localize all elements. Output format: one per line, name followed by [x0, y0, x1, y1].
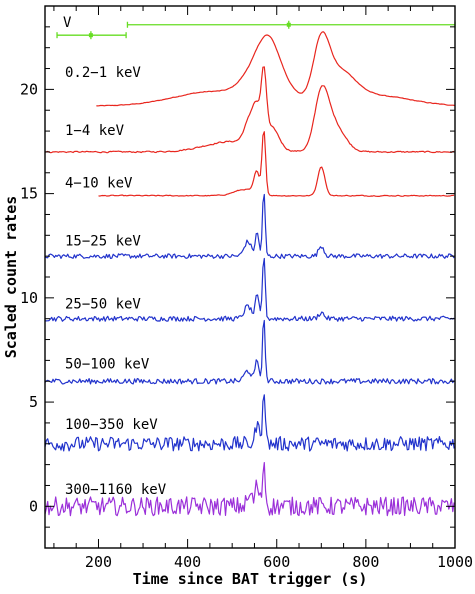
series-line-7: [44, 462, 455, 517]
band-label-2: 4−10 keV: [65, 175, 133, 191]
band-label-7: 300−1160 keV: [65, 482, 167, 498]
plot-frame: [44, 5, 456, 549]
band-label-3: 15−25 keV: [65, 234, 141, 250]
band-label-5: 50−100 keV: [65, 357, 150, 373]
y-tick-label: 15: [20, 185, 38, 203]
x-axis-label: Time since BAT trigger (s): [133, 570, 368, 588]
y-tick-label: 20: [20, 80, 38, 98]
series-line-3: [44, 193, 455, 259]
y-axis-label: Scaled count rates: [2, 196, 20, 359]
band-labels: 0.2−1 keV 1−4 keV 4−10 keV 15−25 keV 25−50 k…: [65, 65, 167, 498]
series-line-1: [44, 66, 455, 154]
band-label-1: 1−4 keV: [65, 123, 125, 139]
uvot-point-0: [88, 33, 93, 38]
x-tick-label: 1000: [437, 553, 473, 571]
band-label-4: 25−50 keV: [65, 296, 141, 312]
x-tick-label: 800: [352, 553, 379, 571]
uvot-points: V: [56, 15, 456, 40]
x-tick-label: 600: [263, 553, 290, 571]
series-line-0: [96, 31, 455, 107]
series-layer: [44, 31, 455, 517]
band-label-0: 0.2−1 keV: [65, 65, 141, 81]
y-tick-label: 10: [20, 289, 38, 307]
x-tick-label: 400: [174, 553, 201, 571]
y-tick-label: 5: [29, 393, 38, 411]
uvot-filter-label: V: [63, 15, 72, 31]
x-tick-label: 200: [85, 553, 112, 571]
series-line-6: [44, 394, 455, 452]
uvot-point-1: [286, 22, 291, 27]
series-line-4: [45, 257, 455, 322]
band-label-6: 100−350 keV: [65, 417, 158, 433]
series-line-2: [98, 131, 455, 197]
series-line-5: [44, 319, 455, 385]
y-tick-label: 0: [29, 497, 38, 515]
axis-ticks: 200 400 600 800 1000 0 5 10 15 20: [20, 6, 473, 571]
